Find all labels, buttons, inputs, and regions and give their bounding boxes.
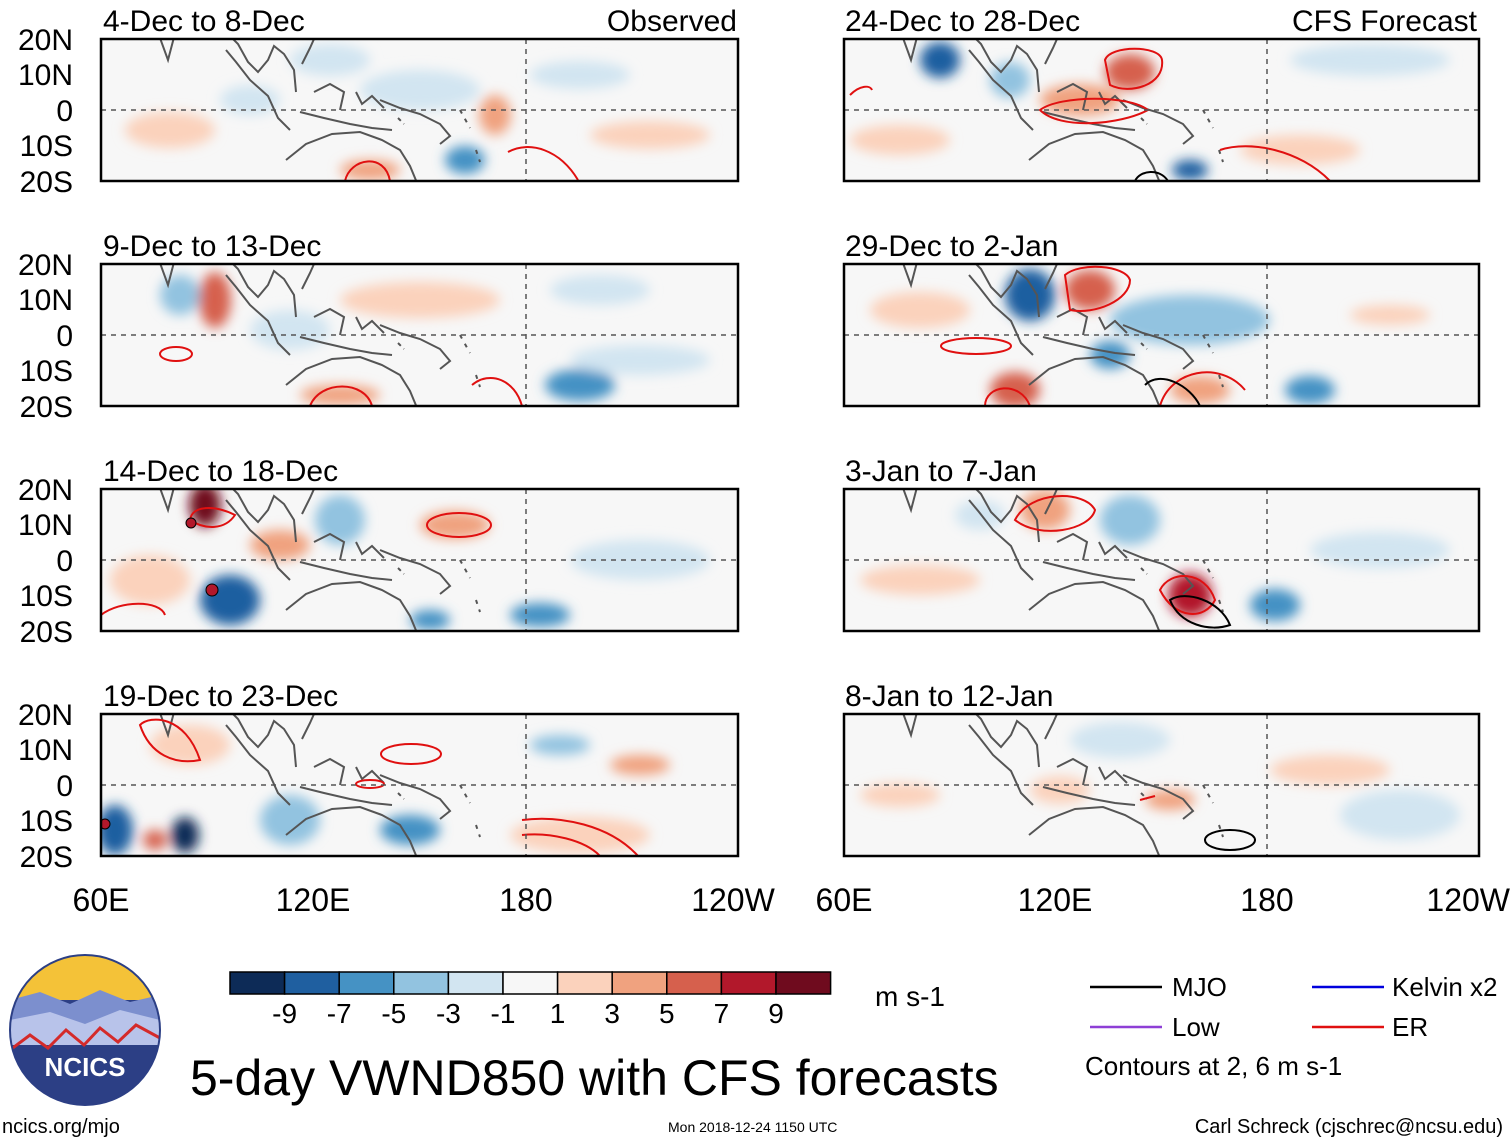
tick-label: 10N xyxy=(18,734,73,767)
colorbar-swatch xyxy=(556,971,613,995)
x-axis-labels-right: 60E 120E 180 120W xyxy=(816,882,1510,918)
timestamp: Mon 2018-12-24 1150 UTC xyxy=(668,1119,837,1135)
tick-label: 10S xyxy=(20,805,73,838)
tick-label: 20S xyxy=(20,841,73,874)
tick-label: 20N xyxy=(18,249,73,282)
tick-label: 20N xyxy=(18,24,73,57)
tick-label: 180 xyxy=(1240,882,1293,918)
tick-label: 10S xyxy=(20,580,73,613)
colorbar-swatch xyxy=(611,971,668,995)
colorbar-swatch xyxy=(229,971,286,995)
legend-label: ER xyxy=(1392,1012,1428,1042)
colorbar-label: 1 xyxy=(550,998,566,1029)
panel-obs-2: 9-Dec to 13-Dec xyxy=(99,230,740,408)
colorbar: -9 -7 -5 -3 -1 1 3 5 7 9 xyxy=(229,971,832,1029)
contour-note: Contours at 2, 6 m s-1 xyxy=(1085,1051,1342,1081)
panel-title: 24-Dec to 28-Dec xyxy=(845,5,1080,38)
tick-label: 20N xyxy=(18,474,73,507)
logo-text: NCICS xyxy=(45,1052,126,1082)
figure-title: 5-day VWND850 with CFS forecasts xyxy=(190,1050,999,1106)
tick-label: 180 xyxy=(499,882,552,918)
colorbar-label: -7 xyxy=(327,998,352,1029)
tick-label: 20S xyxy=(20,391,73,424)
legend-item-er: ER xyxy=(1312,1012,1428,1042)
tick-label: 0 xyxy=(56,320,73,353)
panel-title: 29-Dec to 2-Jan xyxy=(845,230,1058,263)
panel-fcst-4: 8-Jan to 12-Jan xyxy=(842,680,1481,858)
panel-obs-3: 14-Dec to 18-Dec xyxy=(99,455,740,633)
panel-fcst-2: 29-Dec to 2-Jan xyxy=(842,230,1481,408)
forecast-header: CFS Forecast xyxy=(1292,5,1478,38)
tick-label: 10S xyxy=(20,130,73,163)
tick-label: 20S xyxy=(20,166,73,199)
tick-label: 120W xyxy=(691,882,775,918)
colorbar-swatch xyxy=(720,971,777,995)
colorbar-label: -5 xyxy=(381,998,406,1029)
colorbar-label: -1 xyxy=(491,998,516,1029)
colorbar-swatch xyxy=(502,971,559,995)
colorbar-label: -3 xyxy=(436,998,461,1029)
tick-label: 120E xyxy=(1018,882,1093,918)
panel-fcst-1: 24-Dec to 28-Dec CFS Forecast xyxy=(842,5,1481,183)
tick-label: 20S xyxy=(20,616,73,649)
y-axis-labels-row2: 20N 10N 0 10S 20S xyxy=(18,249,73,424)
colorbar-swatch xyxy=(393,971,450,995)
tick-label: 0 xyxy=(56,545,73,578)
colorbar-swatch xyxy=(283,971,340,995)
tick-label: 10N xyxy=(18,509,73,542)
legend-item-mjo: MJO xyxy=(1090,972,1227,1002)
x-axis-labels-left: 60E 120E 180 120W xyxy=(73,882,776,918)
tick-label: 120E xyxy=(276,882,351,918)
tick-label: 10N xyxy=(18,284,73,317)
tick-label: 60E xyxy=(816,882,873,918)
panel-fcst-3: 3-Jan to 7-Jan xyxy=(842,455,1481,633)
tick-label: 0 xyxy=(56,770,73,803)
panel-title: 19-Dec to 23-Dec xyxy=(103,680,338,713)
ncics-logo: NCICS xyxy=(9,954,161,1106)
website-label: ncics.org/mjo xyxy=(2,1116,120,1138)
y-axis-labels-row4: 20N 10N 0 10S 20S xyxy=(18,699,73,874)
tick-label: 20N xyxy=(18,699,73,732)
y-axis-labels-row1: 20N 10N 0 10S 20S xyxy=(18,24,73,199)
panel-title: 3-Jan to 7-Jan xyxy=(845,455,1037,488)
legend-label: MJO xyxy=(1172,972,1227,1002)
observed-header: Observed xyxy=(607,5,737,38)
legend-item-low: Low xyxy=(1090,1012,1220,1042)
panel-title: 4-Dec to 8-Dec xyxy=(103,5,305,38)
panel-title: 14-Dec to 18-Dec xyxy=(103,455,338,488)
tick-label: 60E xyxy=(73,882,130,918)
colorbar-label: 7 xyxy=(714,998,730,1029)
tick-label: 0 xyxy=(56,95,73,128)
legend: MJO Kelvin x2 Low ER Contours at 2, 6 m … xyxy=(1085,972,1498,1081)
tick-label: 10S xyxy=(20,355,73,388)
legend-label: Low xyxy=(1172,1012,1220,1042)
tick-label: 10N xyxy=(18,59,73,92)
legend-item-kelvin: Kelvin x2 xyxy=(1312,972,1498,1002)
y-axis-labels-row3: 20N 10N 0 10S 20S xyxy=(18,474,73,649)
panel-title: 8-Jan to 12-Jan xyxy=(845,680,1053,713)
colorbar-label: -9 xyxy=(272,998,297,1029)
colorbar-label: 3 xyxy=(604,998,620,1029)
colorbar-swatch xyxy=(447,971,504,995)
credit-label: Carl Schreck (cjschrec@ncsu.edu) xyxy=(1195,1116,1503,1138)
units-label: m s-1 xyxy=(875,981,945,1012)
colorbar-label: 9 xyxy=(768,998,784,1029)
colorbar-label: 5 xyxy=(659,998,675,1029)
colorbar-swatch xyxy=(338,971,395,995)
panel-obs-1: 4-Dec to 8-Dec Observed xyxy=(99,5,740,183)
panel-title: 9-Dec to 13-Dec xyxy=(103,230,321,263)
legend-label: Kelvin x2 xyxy=(1392,972,1498,1002)
tick-label: 120W xyxy=(1426,882,1510,918)
colorbar-swatch xyxy=(666,971,723,995)
colorbar-swatch xyxy=(775,971,832,995)
panel-obs-4: 19-Dec to 23-Dec xyxy=(99,680,740,858)
